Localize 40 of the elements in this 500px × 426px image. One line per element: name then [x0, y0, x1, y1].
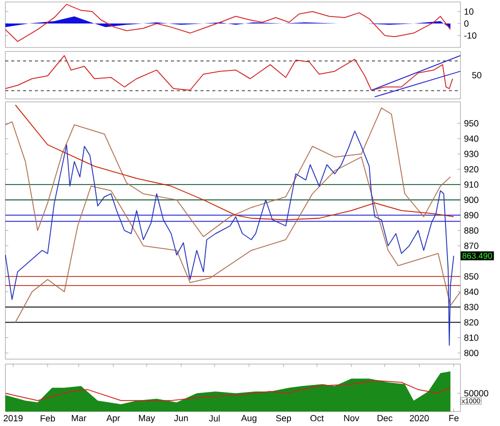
x-tick-label: Dec [378, 414, 392, 422]
y-tick-label: 930 [464, 150, 478, 157]
x-tick-label: 2020 [410, 414, 429, 422]
x-tick-label: Mar [72, 414, 86, 422]
y-tick-label: 810 [464, 334, 478, 341]
x-tick-label: Jul [209, 414, 220, 422]
x-tick-label: Oct [310, 414, 324, 422]
x-tick-label: Apr [106, 414, 120, 423]
line-series [4, 4, 451, 42]
y-tick-label: 920 [464, 166, 478, 172]
x-tick-label: Feb [40, 414, 55, 422]
y-tick-label: 0 [464, 20, 469, 26]
y-tick-label: 910 [464, 181, 478, 188]
x-tick-label: Sep [276, 414, 292, 423]
y-tick-label: 880 [464, 227, 478, 234]
y-tick-label: 870 [464, 242, 478, 249]
line-series [4, 107, 451, 237]
x-tick-label: May [139, 414, 156, 423]
y-tick-label: 10 [464, 8, 474, 15]
x-tick-label: Jun [174, 414, 188, 422]
y-tick-label: 830 [464, 304, 478, 310]
y-tick-label: 850 [464, 273, 478, 280]
y-tick-label: 840 [464, 288, 478, 295]
y-tick-label: 940 [464, 135, 478, 142]
x-tick-label: Aug [241, 414, 256, 423]
line-series [4, 130, 454, 346]
y-tick-label: -10 [464, 32, 476, 38]
x-tick-label: 2019 [4, 414, 23, 422]
y-tick-label: 820 [464, 319, 478, 326]
line-series [14, 156, 461, 323]
y-tick-label: 50000 [464, 390, 488, 396]
text: 50 [472, 72, 482, 78]
line-series [14, 104, 454, 220]
y-tick-label: 890 [464, 212, 478, 218]
x-tick-label: Nov [344, 414, 360, 422]
data-label: 863.490 [462, 252, 492, 259]
y-tick-label: 950 [464, 120, 478, 126]
y-tick-label: 900 [464, 196, 478, 203]
x-tick-label: Fe [449, 414, 459, 422]
y-tick-label: 800 [464, 350, 478, 356]
